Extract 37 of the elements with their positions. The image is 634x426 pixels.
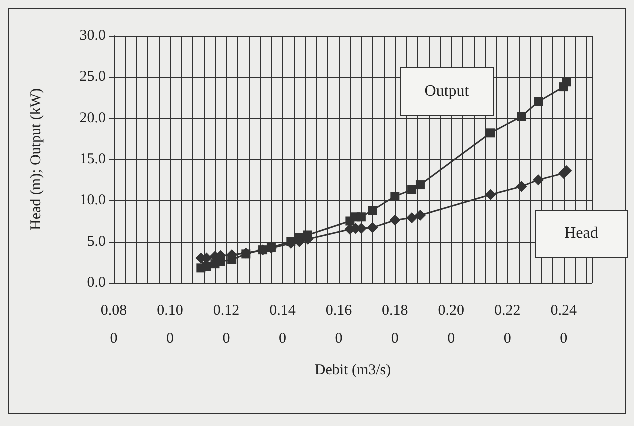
point — [486, 128, 496, 138]
y-tick-label: 0.0 — [87, 275, 106, 291]
y-tick-label: 5.0 — [87, 234, 106, 250]
point — [356, 212, 366, 222]
point — [367, 222, 378, 234]
y-tick-label: 20.0 — [80, 110, 106, 126]
x-tick-label: 0.140 — [270, 303, 296, 347]
y-axis-title: Head (m); Output (kW) — [28, 88, 44, 231]
point — [414, 210, 426, 221]
x-tick-label: 0.080 — [100, 303, 128, 347]
text: Output — [424, 82, 470, 102]
x-tick-label: 0.120 — [213, 303, 240, 347]
point — [406, 212, 418, 224]
point — [533, 174, 544, 186]
point — [562, 78, 572, 87]
x-tick-label: 0.200 — [438, 303, 465, 347]
y-tick-label: 30.0 — [80, 28, 106, 44]
text: Head — [564, 224, 600, 244]
point — [416, 180, 425, 190]
point — [390, 214, 401, 226]
point — [516, 181, 528, 192]
x-tick-label: 0.160 — [326, 303, 353, 347]
point — [561, 166, 572, 177]
x-tick-label: 0.100 — [157, 303, 184, 347]
point — [408, 185, 417, 194]
point — [534, 97, 544, 106]
point — [485, 189, 496, 200]
x-axis-title: Debit (m3/s) — [314, 362, 392, 378]
y-tick-label: 15.0 — [80, 152, 106, 168]
point — [368, 206, 378, 216]
x-tick-label: 0.220 — [494, 303, 521, 347]
y-tick-label: 25.0 — [80, 69, 106, 86]
point — [390, 192, 400, 202]
x-tick-label: 0.180 — [382, 303, 408, 347]
point — [517, 112, 526, 122]
x-tick-label: 0.240 — [550, 303, 578, 347]
y-tick-label: 10.0 — [80, 192, 106, 209]
